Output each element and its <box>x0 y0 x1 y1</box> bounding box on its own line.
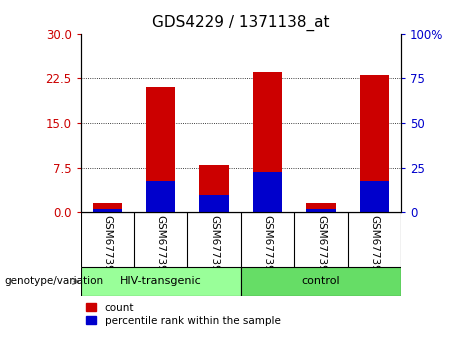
Text: GSM677394: GSM677394 <box>316 215 326 279</box>
Bar <box>253 172 282 212</box>
Text: genotype/variation: genotype/variation <box>5 276 104 286</box>
Text: control: control <box>301 276 340 286</box>
Bar <box>200 195 229 212</box>
Bar <box>93 204 122 212</box>
Bar <box>253 72 282 212</box>
Text: GSM677395: GSM677395 <box>369 215 379 279</box>
Bar <box>200 165 229 212</box>
Text: GSM677393: GSM677393 <box>263 215 272 279</box>
Text: GSM677392: GSM677392 <box>209 215 219 279</box>
Bar <box>360 181 389 212</box>
Legend: count, percentile rank within the sample: count, percentile rank within the sample <box>86 303 280 326</box>
Text: GSM677391: GSM677391 <box>156 215 166 279</box>
Bar <box>146 181 176 212</box>
Text: HIV-transgenic: HIV-transgenic <box>120 276 201 286</box>
Text: GSM677390: GSM677390 <box>102 215 112 278</box>
Bar <box>306 204 336 212</box>
FancyBboxPatch shape <box>241 267 401 296</box>
Bar <box>146 87 176 212</box>
Title: GDS4229 / 1371138_at: GDS4229 / 1371138_at <box>152 15 330 31</box>
Bar <box>360 75 389 212</box>
Bar <box>93 209 122 212</box>
Bar <box>306 209 336 212</box>
FancyBboxPatch shape <box>81 267 241 296</box>
